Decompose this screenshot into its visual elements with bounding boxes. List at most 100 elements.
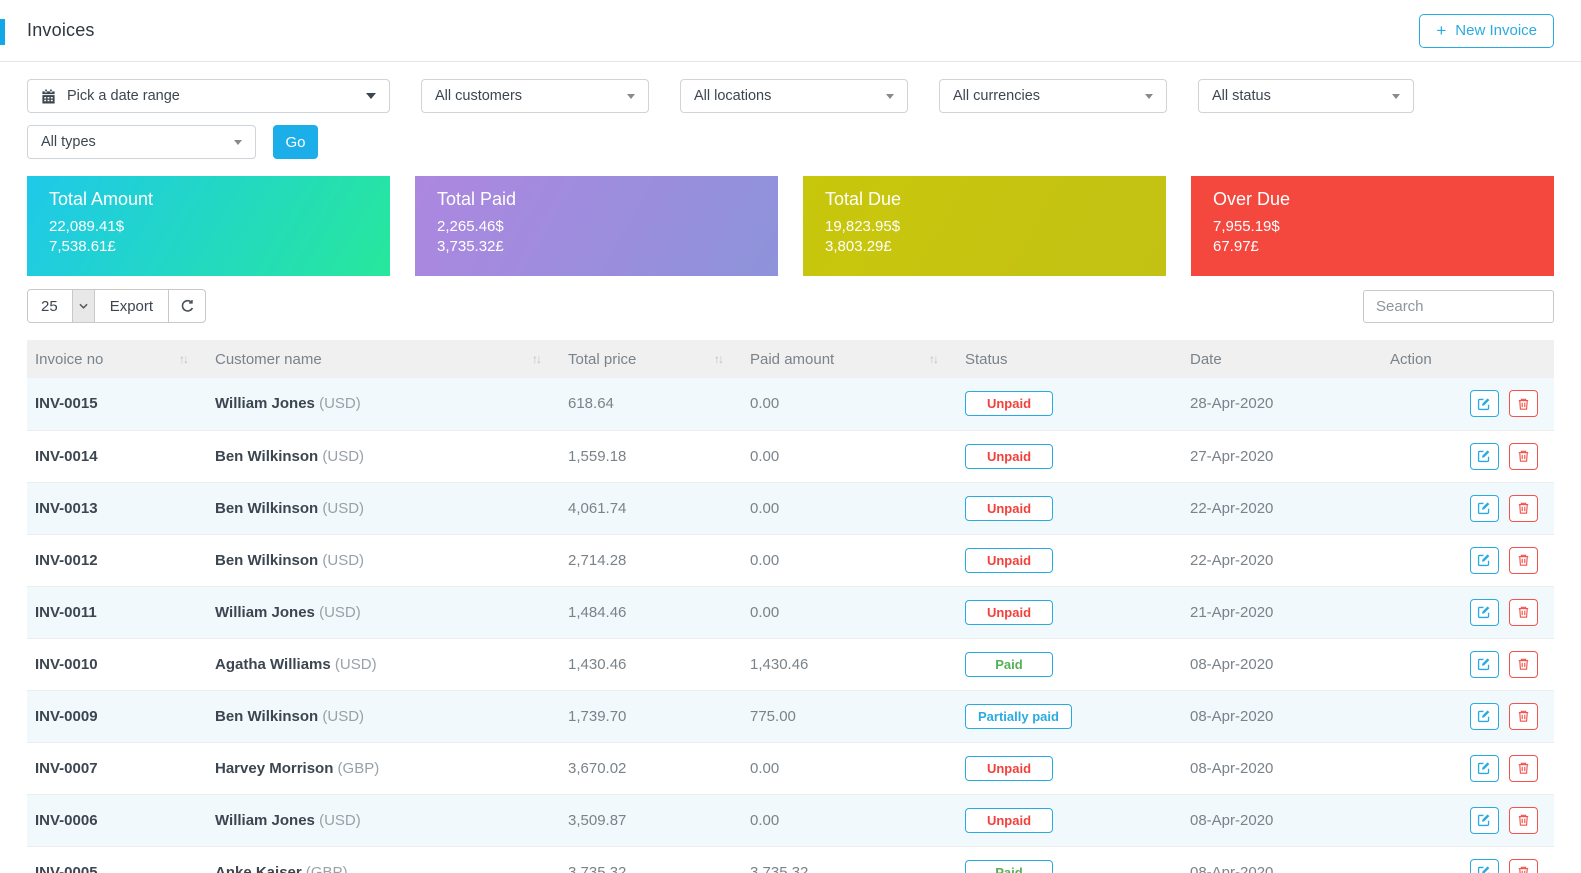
status-badge: Unpaid [965, 755, 1053, 781]
delete-button[interactable] [1509, 494, 1538, 522]
paid-amount: 775.00 [750, 707, 796, 725]
customer-cell: Ben Wilkinson (USD) [207, 534, 560, 586]
delete-button[interactable] [1509, 650, 1538, 678]
edit-button[interactable] [1469, 494, 1499, 522]
total-price: 618.64 [568, 395, 614, 413]
table-row: INV-0006 William Jones (USD) 3,509.87 0.… [27, 794, 1554, 846]
delete-button[interactable] [1509, 390, 1538, 418]
page-size-select[interactable]: 25 [27, 289, 95, 323]
refresh-icon [180, 299, 195, 314]
invoice-date: 28-Apr-2020 [1190, 395, 1274, 413]
status-select-value: All status [1212, 88, 1271, 104]
status-badge: Unpaid [965, 495, 1053, 521]
invoice-date: 21-Apr-2020 [1190, 603, 1274, 621]
delete-button[interactable] [1509, 754, 1538, 782]
edit-button[interactable] [1469, 598, 1499, 626]
invoice-no: INV-0006 [35, 811, 98, 829]
delete-button[interactable] [1509, 442, 1538, 470]
filter-row-1: Pick a date range All customers All loca… [27, 79, 1554, 113]
table-row: INV-0009 Ben Wilkinson (USD) 1,739.70 77… [27, 690, 1554, 742]
card-title: Total Paid [437, 189, 517, 209]
table-row: INV-0013 Ben Wilkinson (USD) 4,061.74 0.… [27, 482, 1554, 534]
customer-name: Ben Wilkinson [215, 551, 319, 569]
date-range-picker[interactable]: Pick a date range [27, 79, 390, 113]
delete-button[interactable] [1509, 858, 1538, 873]
card-value-gbp: 3,803.29£ [825, 237, 892, 255]
card-over-due: Over Due 7,955.19$ 67.97£ [1191, 176, 1554, 276]
card-value-gbp: 7,538.61£ [49, 237, 116, 255]
card-value-gbp: 67.97£ [1213, 237, 1259, 255]
status-badge: Unpaid [965, 443, 1053, 469]
status-select[interactable]: All status [1198, 79, 1414, 113]
column-header-total-price[interactable]: Total price ↑↓ [560, 340, 742, 378]
currencies-select[interactable]: All currencies [939, 79, 1167, 113]
delete-button[interactable] [1509, 598, 1538, 626]
table-row: INV-0011 William Jones (USD) 1,484.46 0.… [27, 586, 1554, 638]
invoice-no: INV-0015 [35, 395, 98, 413]
paid-amount: 0.00 [750, 603, 780, 621]
customer-currency: (USD) [322, 707, 365, 725]
paid-amount: 0.00 [750, 395, 780, 413]
customer-name: Ben Wilkinson [215, 707, 319, 725]
edit-button[interactable] [1469, 858, 1499, 873]
invoice-date: 08-Apr-2020 [1190, 863, 1274, 873]
status-badge: Unpaid [965, 807, 1053, 833]
edit-button[interactable] [1469, 754, 1499, 782]
delete-button[interactable] [1509, 806, 1538, 834]
page-title: Invoices [27, 20, 95, 40]
action-cell [1382, 378, 1554, 430]
status-cell: Paid [957, 638, 1182, 690]
column-header-paid-amount[interactable]: Paid amount ↑↓ [742, 340, 957, 378]
search-input[interactable] [1363, 289, 1554, 323]
total-price: 1,430.46 [568, 655, 627, 673]
delete-button[interactable] [1509, 546, 1538, 574]
invoice-date: 08-Apr-2020 [1190, 811, 1274, 829]
invoice-no: INV-0014 [35, 447, 98, 465]
card-value-usd: 2,265.46$ [437, 218, 504, 235]
export-button[interactable]: Export [93, 289, 170, 323]
customer-name: Ben Wilkinson [215, 447, 319, 465]
edit-button[interactable] [1469, 650, 1499, 678]
locations-select[interactable]: All locations [680, 79, 908, 113]
edit-button[interactable] [1469, 546, 1499, 574]
customer-name: Harvey Morrison [215, 759, 334, 777]
customer-currency: (USD) [334, 655, 377, 673]
invoice-no: INV-0010 [35, 655, 98, 673]
customers-select[interactable]: All customers [421, 79, 649, 113]
chevron-down-icon [627, 93, 635, 99]
total-price: 1,559.18 [568, 447, 627, 465]
delete-button[interactable] [1509, 702, 1538, 730]
total-price: 2,714.28 [568, 551, 627, 569]
customer-cell: William Jones (USD) [207, 794, 560, 846]
filter-row-2: All types Go [27, 125, 1554, 159]
go-button[interactable]: Go [273, 125, 318, 159]
new-invoice-button[interactable]: + New Invoice [1419, 13, 1554, 48]
edit-button[interactable] [1469, 390, 1499, 418]
card-total-due: Total Due 19,823.95$ 3,803.29£ [803, 176, 1166, 276]
column-header-invoice-no[interactable]: Invoice no ↑↓ [27, 340, 207, 378]
types-select[interactable]: All types [27, 125, 256, 159]
chevron-down-icon [71, 290, 94, 322]
card-total-amount: Total Amount 22,089.41$ 7,538.61£ [27, 176, 390, 276]
column-header-customer-name[interactable]: Customer name ↑↓ [207, 340, 560, 378]
customer-currency: (USD) [322, 499, 365, 517]
customer-cell: Ben Wilkinson (USD) [207, 482, 560, 534]
paid-amount: 0.00 [750, 551, 780, 569]
status-cell: Paid [957, 846, 1182, 873]
total-price: 4,061.74 [568, 499, 627, 517]
customer-cell: Ben Wilkinson (USD) [207, 430, 560, 482]
status-badge: Partially paid [965, 703, 1072, 729]
plus-icon: + [1436, 20, 1447, 40]
edit-button[interactable] [1469, 442, 1499, 470]
edit-button[interactable] [1469, 702, 1499, 730]
status-cell: Unpaid [957, 742, 1182, 794]
table-row: INV-0014 Ben Wilkinson (USD) 1,559.18 0.… [27, 430, 1554, 482]
action-cell [1382, 430, 1554, 482]
customer-name: William Jones [215, 811, 315, 829]
accent-bar [0, 19, 5, 45]
column-header-date: Date [1182, 340, 1382, 378]
action-cell [1382, 534, 1554, 586]
edit-button[interactable] [1469, 806, 1499, 834]
chevron-down-icon [1392, 93, 1400, 99]
refresh-button[interactable] [168, 289, 207, 323]
